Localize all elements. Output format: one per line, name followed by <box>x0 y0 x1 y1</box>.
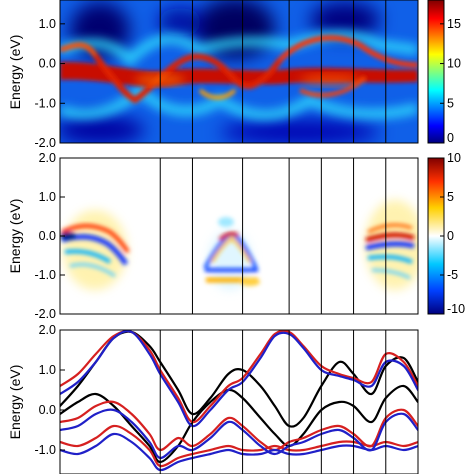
y-tick-label: 2.0 <box>39 151 56 165</box>
panel-top-frame <box>59 0 419 144</box>
panel-bottom: 2.0 1.0 0.0 -1.0 Energy (eV) <box>7 323 419 474</box>
y-tick-label: 1.0 <box>39 363 56 377</box>
panel-bottom-frame <box>59 329 419 474</box>
panel-top: 1.0 0.0 -1.0 -2.0 Energy (eV) <box>7 0 419 150</box>
colorbar-top-ticks: 15 10 5 0 <box>440 17 461 145</box>
colorbar-top-gradient <box>427 0 445 144</box>
y-tick-label: -1.0 <box>34 96 56 110</box>
y-tick-label: 0.0 <box>39 57 56 71</box>
y-tick-label: -2.0 <box>34 307 56 321</box>
colorbar-middle: 10 5 0 -5 -10 <box>427 151 465 316</box>
colorbar-top: 15 10 5 0 <box>427 0 461 145</box>
y-axis-ticks-top: 1.0 0.0 -1.0 -2.0 <box>34 17 65 150</box>
y-axis-ticks-middle: 2.0 1.0 0.0 -1.0 -2.0 <box>34 151 65 321</box>
colorbar-tick-label: -10 <box>447 302 465 316</box>
colorbar-tick-label: 0 <box>447 229 454 243</box>
heatmap-texture <box>60 200 418 290</box>
panel-middle: 2.0 1.0 0.0 -1.0 -2.0 Energy (eV) <box>7 151 419 321</box>
y-tick-label: 1.0 <box>39 190 56 204</box>
colorbar-tick-label: 0 <box>447 131 454 145</box>
y-axis-ticks-bottom: 2.0 1.0 0.0 -1.0 <box>34 323 65 457</box>
y-tick-label: 1.0 <box>39 17 56 31</box>
colorbar-tick-label: -5 <box>447 268 458 282</box>
y-tick-label: 0.0 <box>39 403 56 417</box>
colorbar-middle-ticks: 10 5 0 -5 -10 <box>440 151 465 316</box>
colorbar-tick-label: 10 <box>447 151 461 165</box>
y-axis-title-bottom: Energy (eV) <box>7 365 23 440</box>
y-tick-label: -1.0 <box>34 443 56 457</box>
heatmap-texture <box>60 0 418 143</box>
y-axis-title-top: Energy (eV) <box>7 35 23 110</box>
colorbar-tick-label: 5 <box>447 190 454 204</box>
colorbar-tick-label: 5 <box>447 96 454 110</box>
y-tick-label: -1.0 <box>34 268 56 282</box>
colorbar-tick-label: 15 <box>447 17 461 31</box>
y-tick-label: 0.0 <box>39 229 56 243</box>
y-axis-title-middle: Energy (eV) <box>7 199 23 274</box>
k-dividers-top <box>159 0 387 143</box>
y-tick-label: -2.0 <box>34 136 56 150</box>
colorbar-tick-label: 10 <box>447 57 461 71</box>
k-dividers-bottom <box>159 330 387 474</box>
y-tick-label: 2.0 <box>39 323 56 337</box>
k-dividers-middle <box>159 158 387 314</box>
